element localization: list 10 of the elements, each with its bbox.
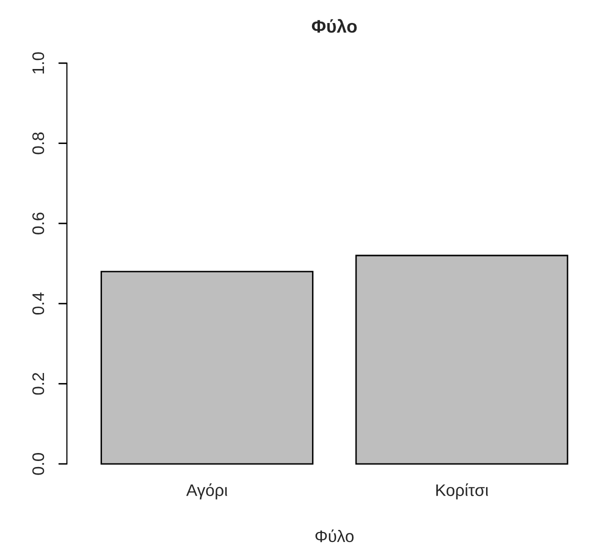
chart-title: Φύλο — [312, 19, 357, 33]
x-tick-label: Αγόρι — [186, 483, 228, 500]
y-tick-label: 0.8 — [32, 132, 44, 154]
y-tick-label: 0.4 — [32, 292, 44, 315]
y-tick-label: 0.6 — [32, 212, 44, 234]
y-tick-label: 0.0 — [32, 452, 44, 475]
y-tick-label: 1.0 — [32, 52, 44, 74]
y-tick-label: 0.2 — [32, 373, 44, 395]
x-axis-title: Φύλο — [315, 529, 354, 542]
x-tick-label: Κορίτσι — [436, 483, 488, 500]
